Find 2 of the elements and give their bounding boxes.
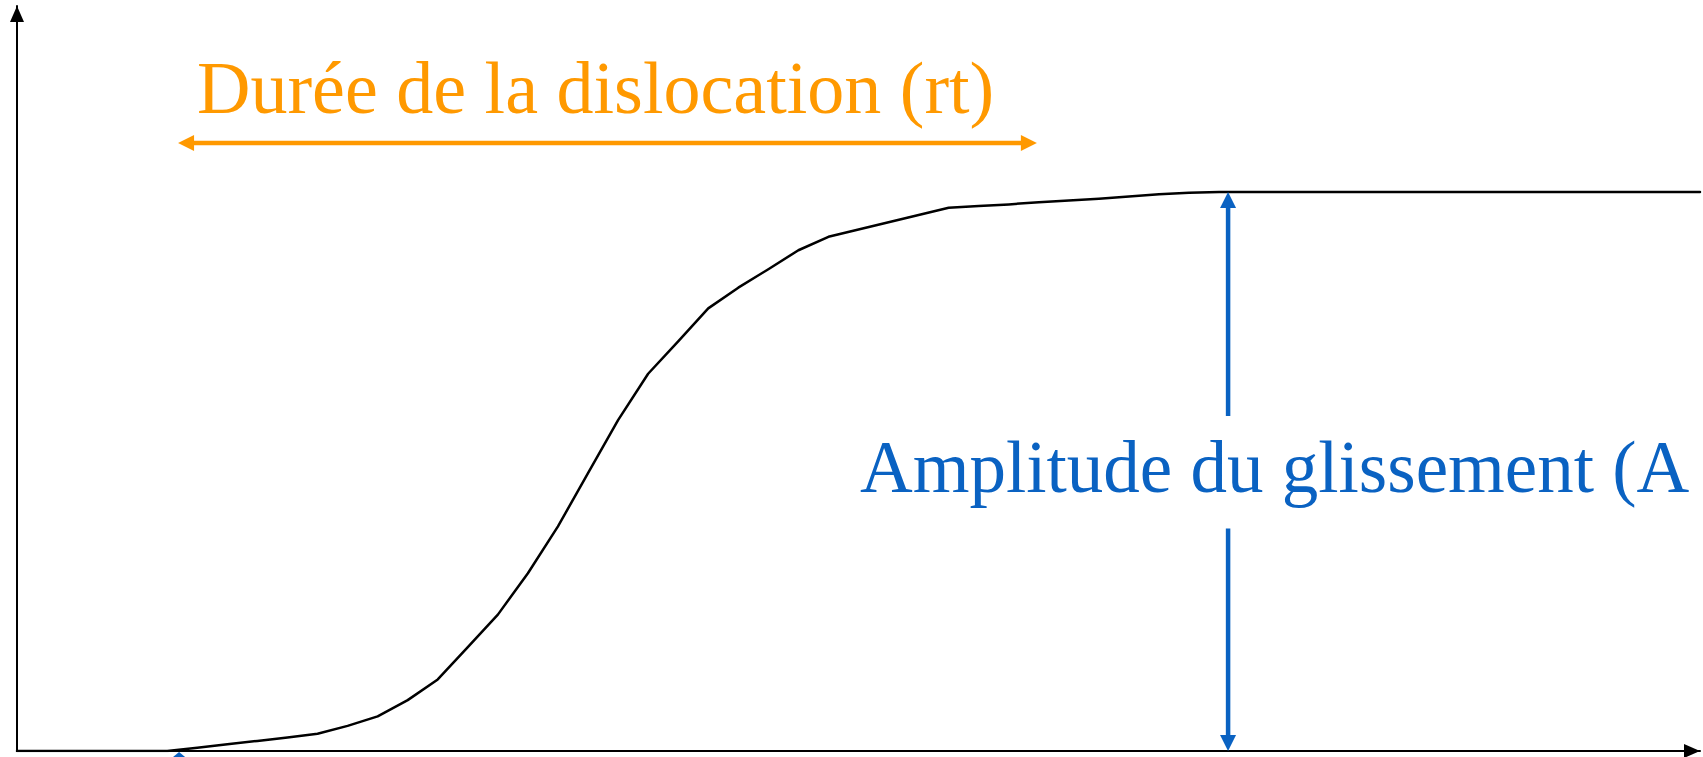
text: Durée de la dislocation (rt): [197, 47, 995, 129]
annotation: Amplitude du glissement (A: [860, 427, 1690, 508]
